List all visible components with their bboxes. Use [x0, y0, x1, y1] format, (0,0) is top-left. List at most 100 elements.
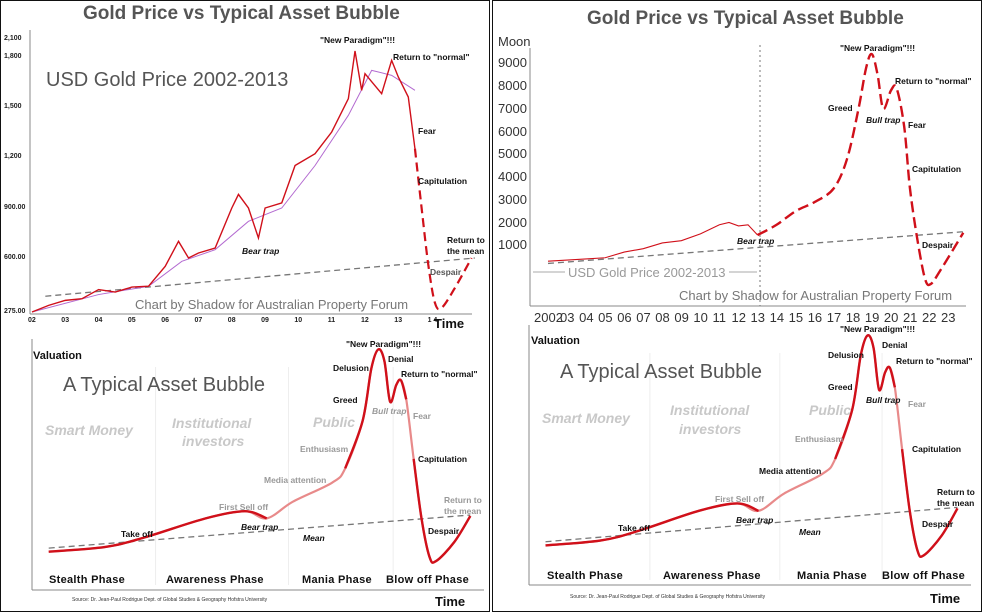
r-annotation-despair: Despair [922, 240, 954, 250]
left-x-tick: 09 [261, 317, 269, 324]
bubble-capitulation: Capitulation [418, 454, 468, 464]
r-annotation-bear-trap: Bear trap [737, 236, 775, 246]
source-note: Source: Dr. Jean-Paul Rodrigue Dept. of … [72, 597, 268, 603]
r-annotation-new-paradigm: "New Paradigm"!!! [840, 43, 916, 53]
left-panel [0, 0, 490, 612]
annotation-return-mean-2: the mean [447, 246, 485, 256]
r-bubble-denial: Denial [882, 340, 908, 350]
bubble-despair: Despair [428, 526, 460, 536]
right-x-tick: 07 [636, 310, 651, 325]
left-x-tick: 11 [327, 317, 336, 324]
left-projection-line [413, 148, 473, 311]
left-bottom-bubble-curve-early [48, 510, 268, 553]
r-annotation-return-normal: Return to "normal" [895, 76, 972, 86]
r-bubble-new-paradigm: "New Paradigm"!!! [840, 324, 916, 334]
right-x-tick: 21 [902, 310, 918, 325]
r-group-investors: investors [679, 421, 742, 437]
bubble-first-sell-off: First Sell off [219, 502, 269, 512]
r-annotation-fear: Fear [908, 120, 926, 130]
right-y-tick: 5000 [498, 146, 527, 162]
left-y-tick: 2,100 [4, 35, 22, 42]
bubble-media-attention: Media attention [264, 475, 327, 485]
range-label: USD Gold Price 2002-2013 [565, 266, 729, 279]
right-x-tick: 05 [598, 310, 613, 325]
r-bubble-mean: Mean [799, 527, 821, 537]
right-x-tick: 17 [826, 310, 842, 325]
right-x-tick: 10 [693, 310, 708, 325]
annotation-new-paradigm: "New Paradigm"!!! [320, 35, 396, 45]
left-gold-subtitle: USD Gold Price 2002-2013 [46, 69, 289, 91]
bubble-return-normal: Return to "normal" [401, 369, 478, 379]
left-gold-price-line [31, 50, 416, 313]
r-phase-stealth: Stealth Phase [547, 570, 624, 582]
bubble-bear-trap: Bear trap [241, 522, 279, 532]
bubble-delusion: Delusion [333, 363, 369, 373]
left-y-tick: 900.00 [4, 204, 26, 211]
bubble-enthusiasm: Enthusiasm [300, 444, 349, 454]
phase-awareness: Awareness Phase [166, 574, 264, 586]
right-x-tick: 14 [769, 310, 785, 325]
left-y-tick: 600.00 [4, 254, 26, 261]
right-watermark: Chart by Shadow for Australian Property … [679, 288, 953, 303]
left-x-tick: 04 [94, 317, 103, 324]
left-moving-average-line [31, 69, 416, 313]
right-bottom-mean-line [545, 506, 958, 543]
bubble-return-mean-2: the mean [444, 506, 482, 516]
right-title: Gold Price vs Typical Asset Bubble [587, 8, 904, 29]
bubble-take-off: Take off [121, 529, 153, 539]
r-bubble-fear: Fear [908, 399, 926, 409]
right-x-tick: 18 [845, 310, 861, 325]
r-source-note: Source: Dr. Jean-Paul Rodrigue Dept. of … [570, 594, 766, 600]
bubble-mean: Mean [303, 533, 325, 543]
right-valuation-label: Valuation [531, 335, 580, 347]
phase-stealth: Stealth Phase [49, 574, 126, 586]
r-annotation-capitulation: Capitulation [912, 164, 962, 174]
group-public: Public [313, 414, 356, 430]
right-y-tick: 8000 [498, 78, 527, 93]
right-y-label: Moon [498, 34, 531, 49]
annotation-capitulation: Capitulation [418, 176, 468, 186]
left-x-tick: 08 [227, 317, 236, 324]
right-y-tick: 4000 [498, 169, 527, 184]
left-bottom-mean-line [48, 514, 471, 549]
right-x-tick: 06 [617, 310, 632, 325]
right-y-tick: 3000 [498, 191, 527, 207]
r-bubble-bull-trap: Bull trap [866, 395, 901, 405]
right-bottom-bubble-curve-early [545, 502, 759, 547]
r-bubble-return-normal: Return to "normal" [896, 356, 973, 366]
right-gold-price-line [547, 221, 758, 262]
phase-mania: Mania Phase [302, 574, 372, 586]
r-group-institutional: Institutional [670, 402, 750, 418]
bubble-fear: Fear [413, 411, 431, 421]
right-projection-line [756, 52, 965, 287]
right-x-tick: 11 [712, 310, 726, 325]
left-bottom-bubble-curve-crash [412, 458, 472, 564]
left-watermark: Chart by Shadow for Australian Property … [135, 297, 409, 312]
left-x-tick: 06 [161, 317, 169, 324]
annotation-bear-trap: Bear trap [242, 246, 280, 256]
right-y-tick: 7000 [498, 100, 527, 116]
left-x-tick: 12 [361, 317, 369, 324]
r-bubble-enthusiasm: Enthusiasm [795, 434, 844, 444]
r-bubble-first-sell-off: First Sell off [715, 494, 765, 504]
left-valuation-label: Valuation [33, 350, 82, 362]
right-y-tick: 9000 [498, 55, 527, 71]
left-y-tick: 275.00 [4, 308, 26, 315]
bubble-denial: Denial [388, 354, 414, 364]
left-x-tick: 02 [28, 317, 36, 324]
bubble-greed: Greed [333, 395, 358, 405]
right-x-tick: 03 [560, 310, 575, 325]
left-y-tick: 1,200 [4, 153, 22, 160]
r-bubble-greed: Greed [828, 382, 853, 392]
r-phase-blow-off: Blow off Phase [882, 570, 966, 582]
r-annotation-bull-trap: Bull trap [866, 115, 901, 125]
right-bottom-bubble-curve-peak [834, 334, 897, 460]
r-bubble-capitulation: Capitulation [912, 444, 962, 454]
right-y-tick: 2000 [498, 214, 527, 230]
bubble-return-mean-1: Return to [444, 495, 482, 505]
right-x-tick: 20 [883, 310, 899, 325]
left-x-tick: 03 [61, 317, 70, 324]
right-x-tick: 04 [579, 310, 594, 325]
left-bottom-x-label: Time [435, 594, 466, 609]
r-bubble-take-off: Take off [618, 523, 650, 533]
